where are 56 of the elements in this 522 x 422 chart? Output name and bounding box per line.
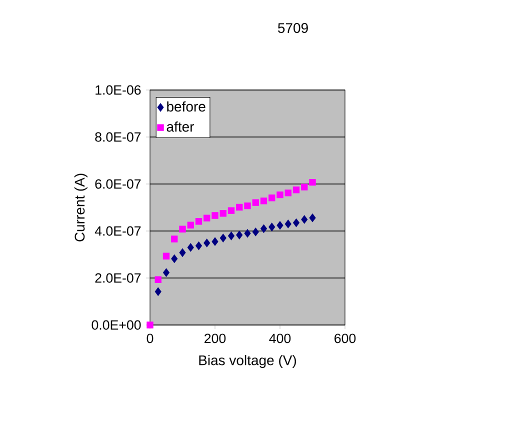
point — [228, 207, 235, 214]
x-tick-label: 0 — [146, 334, 154, 344]
point — [220, 234, 226, 242]
point — [162, 268, 170, 277]
point — [276, 221, 284, 230]
point — [252, 228, 259, 236]
point — [179, 248, 186, 257]
point — [187, 222, 194, 228]
point — [228, 232, 235, 240]
point — [260, 198, 268, 204]
point — [309, 179, 316, 186]
y-tick-label: 1.0E-06 — [96, 85, 141, 95]
legend-label: after — [166, 121, 194, 132]
point — [195, 242, 202, 250]
point — [236, 204, 243, 211]
point — [236, 230, 243, 240]
point — [301, 215, 308, 224]
point — [292, 186, 300, 194]
point — [154, 276, 162, 283]
y-tick-label: 0.0E+00 — [92, 320, 141, 330]
point — [309, 214, 316, 222]
point — [187, 243, 194, 252]
point — [252, 199, 259, 206]
x-tick-label: 600 — [334, 334, 356, 344]
y-tick-label: 6.0E-07 — [95, 179, 141, 189]
point — [284, 190, 292, 196]
point — [204, 238, 210, 248]
point — [154, 287, 162, 296]
point — [268, 222, 276, 232]
point — [179, 226, 186, 232]
point — [260, 224, 268, 233]
point — [171, 236, 178, 242]
x-tick-label: 200 — [204, 334, 226, 344]
point — [146, 322, 154, 328]
point — [204, 214, 210, 222]
y-axis-title: Current (A) — [74, 174, 88, 242]
point — [268, 194, 276, 202]
point — [162, 252, 170, 260]
point — [292, 218, 300, 228]
y-tick-label: 2.0E-07 — [95, 273, 141, 283]
x-tick-label: 400 — [269, 334, 291, 344]
y-tick-label: 8.0E-07 — [95, 132, 141, 142]
x-axis-title: Bias voltage (V) — [199, 354, 296, 368]
point — [301, 184, 308, 190]
point — [244, 202, 251, 210]
point — [212, 212, 218, 219]
point — [284, 220, 292, 228]
point — [171, 254, 178, 263]
chart-title: 5709 — [278, 23, 308, 33]
point — [276, 191, 284, 198]
point — [195, 218, 202, 225]
point — [212, 237, 218, 246]
legend-label: before — [167, 101, 206, 112]
point — [220, 210, 226, 217]
y-tick-label: 4.0E-07 — [94, 226, 141, 236]
point — [244, 229, 251, 238]
